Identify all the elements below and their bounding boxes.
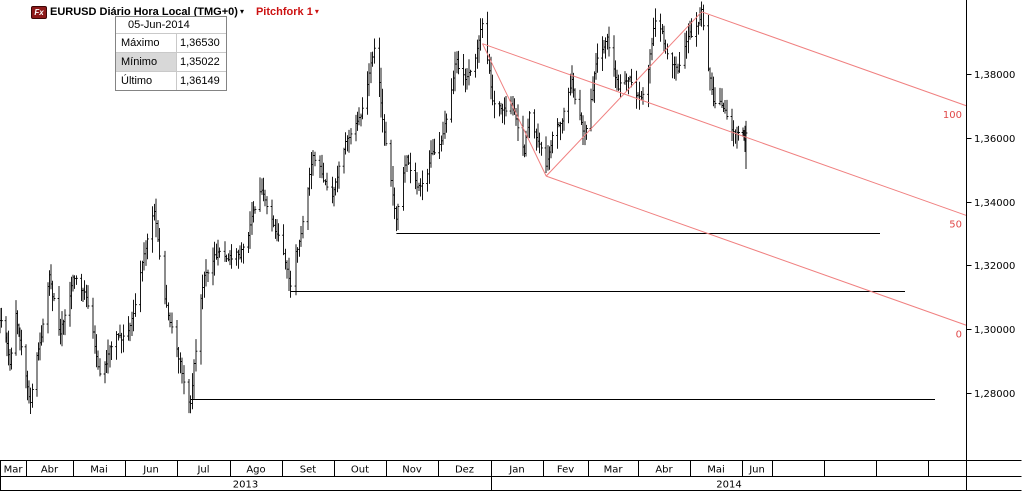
pitchfork-upper-tine[interactable] [701,11,968,107]
x-axis-month-label: Mai [707,465,725,476]
quote-last-value: 1,36149 [180,75,220,87]
tool-chevron-down-icon[interactable]: ▾ [314,7,319,16]
quote-row-high: Máximo 1,36530 [116,34,226,53]
quote-high-label: Máximo [116,34,177,52]
x-axis-year-label: 2013 [233,480,258,491]
x-axis-month-label: Abr [655,465,673,476]
quote-low-label: Mínimo [116,53,177,71]
quote-row-low: Mínimo 1,35022 [116,53,226,72]
x-axis-month-label: Mai [90,465,108,476]
pitchfork-tool-label: Pitchfork 1 [255,6,313,18]
y-axis-price-label: 1,30000 [974,325,1015,336]
quote-date: 05-Jun-2014 [116,17,226,34]
x-axis-month-label: Jun [748,465,765,476]
x-axis-month-label: Mar [4,465,24,476]
symbol-selector[interactable]: EURUSD Diário Hora Local (TMG+0) ▾ [50,6,244,18]
y-axis-price-label: 1,36000 [974,134,1015,145]
fx-logo-icon: Fx [31,5,47,19]
x-axis-month-label: Abr [41,465,59,476]
quote-low-value: 1,35022 [180,56,220,68]
y-axis-price-label: 1,32000 [974,261,1015,272]
pitchfork-drawing [482,11,968,326]
x-axis-year-label: 2014 [716,480,741,491]
chevron-down-icon[interactable]: ▾ [239,7,244,16]
pitchfork-tool-selector[interactable]: Pitchfork 1 ▾ [256,6,319,18]
pitchfork-median-line[interactable] [482,43,968,217]
x-axis-month-label: Set [300,465,317,476]
pitchfork-level-label: 0 [956,330,962,341]
pitchfork-level-label: 50 [949,220,962,231]
x-axis-month-label: Out [351,465,369,476]
chart-title: EURUSD Diário Hora Local (TMG+0) [50,6,238,18]
data-window-panel: 05-Jun-2014 Máximo 1,36530 Mínimo 1,3502… [115,16,227,91]
quote-high-value: 1,36530 [180,37,220,49]
x-axis-month-label: Ago [246,465,265,476]
pitchfork-level-label: 100 [943,110,962,121]
chart-header: Fx EURUSD Diário Hora Local (TMG+0) ▾ Pi… [31,4,319,20]
y-axis-price-label: 1,38000 [974,70,1015,81]
pitchfork-handle-left[interactable] [482,43,547,177]
ohlc-bars [0,1,748,414]
quote-last-label: Último [116,72,177,90]
x-axis-month-label: Jan [508,465,524,476]
x-axis-month-label: Jul [196,465,209,476]
y-axis-price-label: 1,28000 [974,389,1015,400]
x-axis-month-label: Fev [557,465,574,476]
quote-row-last: Último 1,36149 [116,72,226,90]
y-axis-price-label: 1,34000 [974,198,1015,209]
pitchfork-lower-tine[interactable] [546,175,968,326]
x-axis-month-label: Dez [455,465,474,476]
x-axis-month-label: Jun [142,465,159,476]
x-axis-month-label: Mar [604,465,624,476]
x-axis-month-label: Nov [402,465,422,476]
